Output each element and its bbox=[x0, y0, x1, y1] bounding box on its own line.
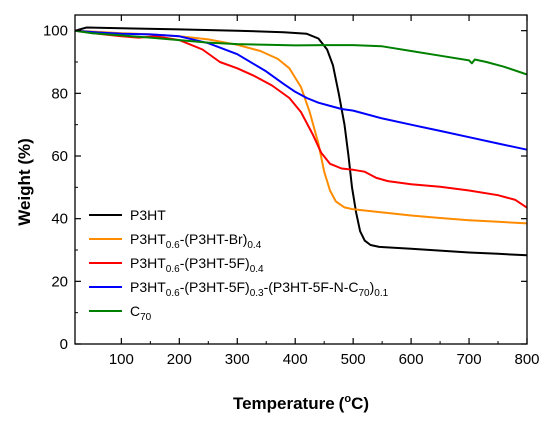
legend-text: -(P3HT-Br) bbox=[180, 231, 248, 247]
legend-subscript: 70 bbox=[140, 312, 152, 323]
y-axis-label: Weight (%) bbox=[15, 138, 34, 226]
series-line-3 bbox=[74, 29, 528, 151]
x-tick-label: 300 bbox=[225, 351, 250, 368]
series-line-2 bbox=[74, 29, 528, 209]
x-axis-label-unit-open: ( bbox=[339, 394, 345, 413]
plot-curves bbox=[74, 26, 528, 257]
legend-subscript: 0.4 bbox=[247, 240, 261, 251]
legend: P3HTP3HT0.6-(P3HT-Br)0.4P3HT0.6-(P3HT-5F… bbox=[89, 207, 389, 323]
y-tick-label: 20 bbox=[51, 273, 68, 290]
legend-label-0: P3HT bbox=[130, 207, 166, 223]
legend-text: P3HT bbox=[130, 279, 166, 295]
legend-text: -(P3HT-5F) bbox=[180, 255, 250, 271]
legend-subscript: 0.6 bbox=[166, 264, 180, 275]
x-tick-label: 800 bbox=[514, 351, 539, 368]
legend-text: P3HT bbox=[130, 207, 166, 223]
x-axis-label-unit-close: C) bbox=[351, 394, 369, 413]
legend-subscript: 0.3 bbox=[250, 288, 264, 299]
legend-text: P3HT bbox=[130, 231, 166, 247]
legend-text: C bbox=[130, 303, 140, 319]
legend-label-3: P3HT0.6-(P3HT-5F)0.3-(P3HT-5F-N-C70)0.1 bbox=[130, 279, 389, 299]
x-axis-label: Temperature (oC) bbox=[233, 393, 369, 413]
legend-subscript: 0.6 bbox=[166, 240, 180, 251]
legend-subscript: 0.6 bbox=[166, 288, 180, 299]
x-axis-label-title: Temperature bbox=[233, 394, 335, 413]
x-tick-label: 400 bbox=[283, 351, 308, 368]
series-line-0 bbox=[74, 26, 528, 257]
x-tick-label: 600 bbox=[399, 351, 424, 368]
legend-subscript: 0.4 bbox=[250, 264, 264, 275]
legend-label-2: P3HT0.6-(P3HT-5F)0.4 bbox=[130, 255, 264, 275]
x-tick-label: 500 bbox=[341, 351, 366, 368]
x-axis-label-unit-sup: o bbox=[344, 393, 351, 405]
legend-text: P3HT bbox=[130, 255, 166, 271]
series-line-4 bbox=[74, 29, 528, 76]
legend-label-4: C70 bbox=[130, 303, 152, 323]
legend-text: -(P3HT-5F-N-C bbox=[264, 279, 359, 295]
legend-text: -(P3HT-5F) bbox=[180, 279, 250, 295]
x-tick-label: 700 bbox=[457, 351, 482, 368]
y-tick-label: 60 bbox=[51, 148, 68, 165]
legend-text: ) bbox=[370, 279, 375, 295]
plot-frame bbox=[74, 14, 528, 345]
y-tick-label: 40 bbox=[51, 211, 68, 228]
x-tick-label: 100 bbox=[109, 351, 134, 368]
legend-subscript: 70 bbox=[359, 288, 371, 299]
legend-subscript: 0.1 bbox=[374, 288, 388, 299]
y-tick-label: 100 bbox=[43, 23, 68, 40]
y-tick-label: 80 bbox=[51, 85, 68, 102]
x-tick-label: 200 bbox=[167, 351, 192, 368]
legend-label-1: P3HT0.6-(P3HT-Br)0.4 bbox=[130, 231, 262, 251]
axis-ticks bbox=[75, 15, 528, 345]
tick-labels: 100 200 300 400 500 600 700 800 0 20 40 60 80 100 bbox=[43, 23, 540, 368]
y-tick-label: 0 bbox=[60, 336, 68, 353]
